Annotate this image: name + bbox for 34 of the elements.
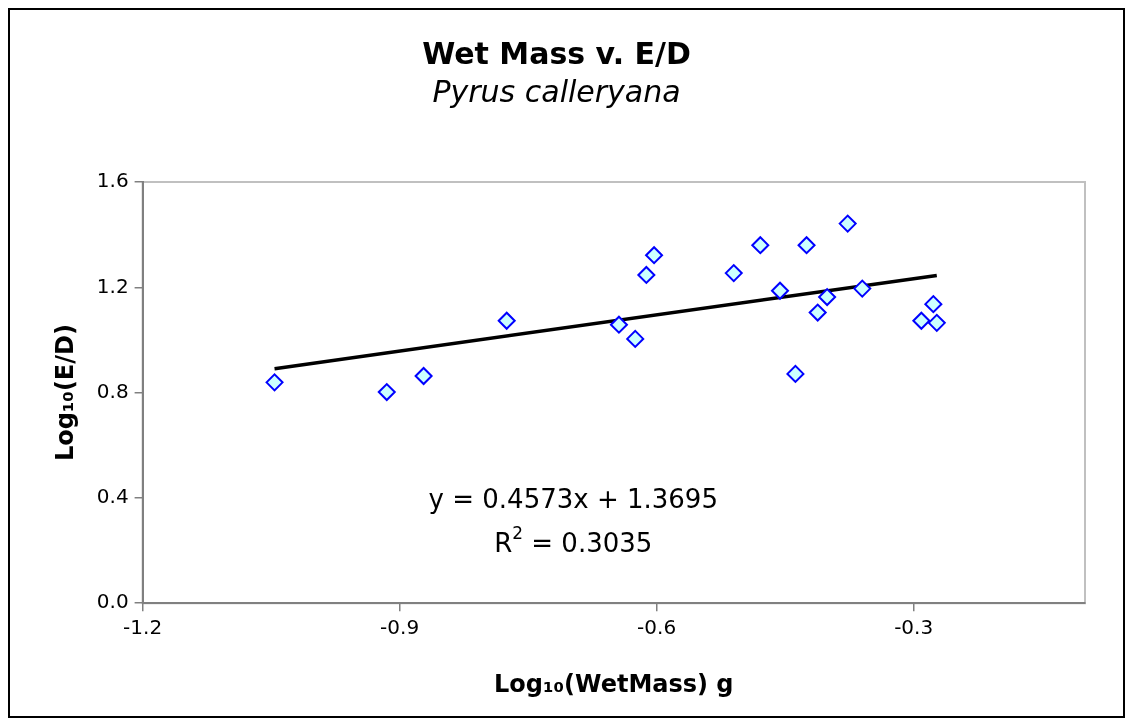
point	[797, 236, 816, 255]
point	[771, 281, 790, 300]
y-tick-label: 1.2	[96, 273, 129, 298]
point	[637, 265, 656, 284]
x-tick-label: -0.3	[894, 615, 934, 640]
point	[818, 288, 837, 307]
point	[265, 373, 284, 392]
annotation: y = 0.4573x + 1.3695	[428, 483, 718, 514]
y-tick-label: 1.6	[96, 168, 129, 193]
point	[626, 329, 645, 348]
x-tick-label: -1.2	[123, 615, 163, 640]
point	[924, 295, 943, 314]
y-tick-label: 0.0	[96, 589, 129, 614]
x-axis-title: Log₁₀(WetMass) g	[494, 669, 734, 698]
point	[808, 303, 827, 322]
point	[497, 311, 516, 330]
y-tick-label: 0.8	[96, 378, 129, 403]
point	[912, 311, 931, 330]
y-axis-title: Log₁₀(E/D)	[50, 324, 79, 462]
point	[609, 315, 628, 334]
point	[853, 279, 872, 298]
point	[838, 214, 857, 233]
point	[377, 383, 396, 402]
point	[786, 364, 805, 383]
point	[724, 264, 743, 283]
point	[645, 246, 664, 265]
point	[751, 236, 770, 255]
chart-subtitle: Pyrus calleryana	[432, 73, 681, 109]
point	[414, 367, 433, 386]
x-tick-label: -0.6	[637, 615, 677, 640]
point	[927, 313, 946, 332]
chart-title: Wet Mass v. E/D	[422, 35, 691, 71]
y-tick-label: 0.4	[96, 484, 129, 509]
x-tick-label: -0.9	[380, 615, 420, 640]
